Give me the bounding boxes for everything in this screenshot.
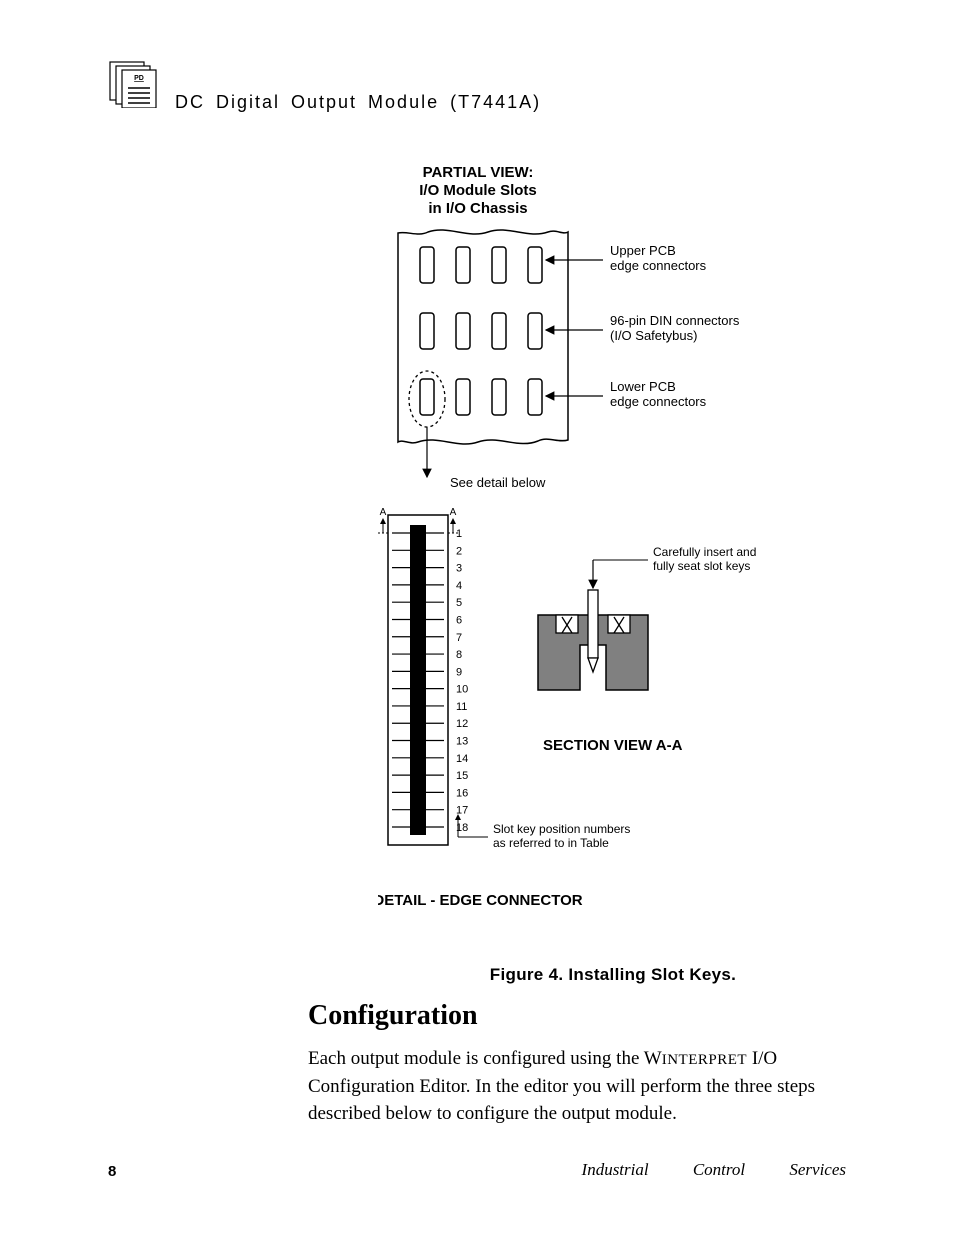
slot-number: 3 xyxy=(456,563,462,575)
slot-number: 9 xyxy=(456,666,462,678)
label-lower-1: Lower PCB xyxy=(610,379,676,394)
slot-number: 17 xyxy=(456,805,468,817)
partial-view-title-3: in I/O Chassis xyxy=(428,200,527,217)
label-din-1: 96-pin DIN connectors xyxy=(610,313,740,328)
slotnote-1: Slot key position numbers xyxy=(493,822,630,836)
partial-view-title-1: PARTIAL VIEW: xyxy=(423,165,534,181)
document-stack-icon: PD xyxy=(108,60,160,113)
svg-text:A: A xyxy=(380,507,387,518)
label-din-2: (I/O Safetybus) xyxy=(610,328,697,343)
slot-number: 16 xyxy=(456,787,468,799)
para-seg2-smallcaps: INTERPRET xyxy=(662,1052,747,1068)
label-lower-2: edge connectors xyxy=(610,394,707,409)
figure-installing-slot-keys: PARTIAL VIEW: I/O Module Slots in I/O Ch… xyxy=(378,165,848,925)
label-upper-1: Upper PCB xyxy=(610,243,676,258)
section-view-title: SECTION VIEW A-A xyxy=(543,737,683,754)
edge-connector-detail: 123456789101112131415161718 A A Slot key… xyxy=(378,507,756,850)
slot-number: 2 xyxy=(456,545,462,557)
section-view: Carefully insert and fully seat slot key… xyxy=(538,545,756,690)
slot-number: 12 xyxy=(456,718,468,730)
section-heading: Configuration xyxy=(308,1000,478,1032)
insert-2: fully seat slot keys xyxy=(653,559,750,573)
detail-title: DETAIL - EDGE CONNECTOR xyxy=(378,892,583,909)
slot-number: 10 xyxy=(456,684,468,696)
slot-number: 14 xyxy=(456,753,468,765)
figure-caption: Figure 4. Installing Slot Keys. xyxy=(378,965,848,985)
slot-number: 1 xyxy=(456,528,462,540)
slot-number: 8 xyxy=(456,649,462,661)
slot-number: 7 xyxy=(456,632,462,644)
page-number: 8 xyxy=(108,1163,116,1180)
svg-text:A: A xyxy=(450,507,457,518)
slot-number: 11 xyxy=(456,701,467,713)
label-upper-2: edge connectors xyxy=(610,258,707,273)
footer-service-line: Industrial Control Services xyxy=(582,1160,846,1180)
slot-number: 5 xyxy=(456,597,462,609)
slot-number: 6 xyxy=(456,615,462,627)
icon-pd-label: PD xyxy=(134,75,144,82)
see-detail-label: See detail below xyxy=(450,475,546,490)
partial-view-title-2: I/O Module Slots xyxy=(419,182,537,199)
insert-1: Carefully insert and xyxy=(653,545,756,559)
slot-number: 4 xyxy=(456,580,462,592)
para-seg1: Each output module is configured using t… xyxy=(308,1048,662,1069)
page-title: DC Digital Output Module (T7441A) xyxy=(175,92,541,113)
page: PD DC Digital Output Module (T7441A) PAR… xyxy=(0,0,954,1235)
body-paragraph: Each output module is configured using t… xyxy=(308,1045,850,1128)
slot-number: 15 xyxy=(456,770,468,782)
slotnote-2: as referred to in Table xyxy=(493,836,609,850)
slot-number: 13 xyxy=(456,736,468,748)
